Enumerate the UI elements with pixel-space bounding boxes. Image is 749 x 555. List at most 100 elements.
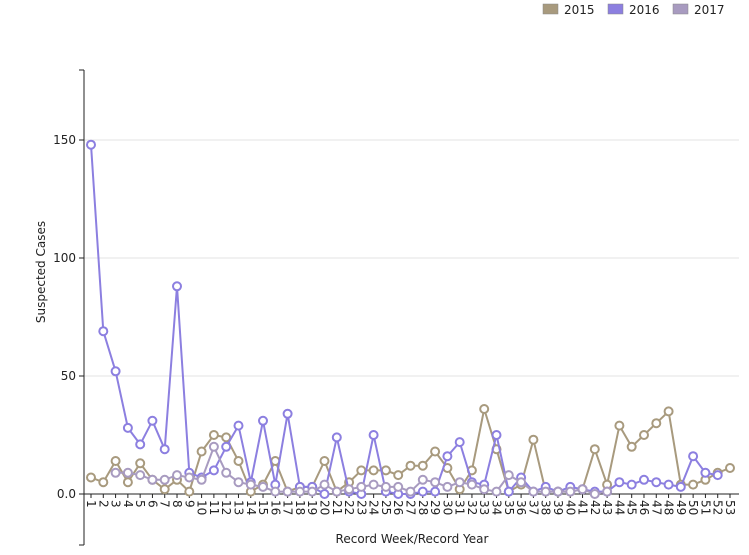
legend-swatch — [672, 3, 689, 15]
data-point — [430, 486, 441, 497]
data-point — [626, 479, 637, 490]
data-point — [368, 479, 379, 490]
data-point — [356, 465, 367, 476]
data-point — [147, 415, 158, 426]
x-tick-label: 12 — [219, 500, 233, 515]
data-point — [135, 439, 146, 450]
x-tick-label: 37 — [526, 500, 540, 515]
legend: 2015 2016 2017 — [542, 3, 725, 17]
data-point — [159, 474, 170, 485]
data-point — [122, 422, 133, 433]
x-tick-label: 43 — [600, 500, 614, 515]
x-tick-label: 53 — [723, 500, 737, 515]
x-tick-label: 39 — [551, 500, 565, 515]
data-point — [479, 404, 490, 414]
data-point — [233, 477, 244, 488]
data-point — [196, 474, 207, 485]
data-point — [86, 472, 96, 483]
x-tick-label: 20 — [317, 500, 331, 515]
data-point — [98, 326, 109, 337]
data-point — [319, 489, 330, 499]
gridlines — [84, 139, 739, 377]
data-point — [196, 446, 207, 457]
x-tick-label: 23 — [354, 500, 368, 515]
data-point — [331, 432, 342, 443]
x-tick-label: 38 — [539, 500, 553, 515]
x-tick-label: 2 — [96, 500, 110, 508]
x-tick-label: 27 — [404, 500, 418, 515]
data-point — [725, 463, 735, 473]
x-tick-label: 50 — [686, 500, 700, 515]
x-tick-label: 13 — [231, 500, 245, 515]
data-point — [221, 441, 232, 452]
data-point — [221, 467, 232, 478]
x-tick-label: 26 — [391, 500, 405, 515]
data-point — [430, 477, 441, 488]
x-tick-label: 40 — [563, 500, 577, 515]
data-point — [282, 408, 293, 419]
data-point — [430, 446, 441, 457]
data-point — [528, 434, 539, 445]
data-point — [86, 139, 96, 150]
y-tick-label: 100 — [53, 251, 76, 265]
data-point — [454, 437, 465, 448]
data-point — [135, 458, 146, 469]
x-tick-label: 11 — [207, 500, 221, 515]
data-point — [344, 484, 355, 495]
x-tick-label: 14 — [244, 500, 258, 515]
y-tick-label: 0.0 — [57, 487, 76, 501]
x-tick-label: 22 — [342, 500, 356, 515]
x-tick-label: 1 — [84, 500, 98, 508]
x-tick-label: 45 — [625, 500, 639, 515]
data-point — [651, 418, 662, 429]
data-point — [565, 486, 576, 497]
data-point — [503, 470, 514, 481]
data-point — [98, 477, 109, 488]
legend-label: 2017 — [694, 3, 725, 17]
x-tick-label: 18 — [293, 500, 307, 515]
data-point — [405, 460, 416, 471]
data-point — [688, 451, 699, 462]
data-point — [110, 366, 121, 377]
x-tick-label: 6 — [145, 500, 159, 508]
data-point — [491, 486, 502, 497]
data-point — [110, 467, 121, 478]
x-tick-label: 17 — [281, 500, 295, 515]
data-point — [159, 444, 170, 455]
x-tick-label: 52 — [711, 500, 725, 515]
data-point — [503, 486, 514, 497]
legend-label: 2015 — [564, 3, 595, 17]
x-tick-label: 15 — [256, 500, 270, 515]
data-point — [380, 481, 391, 492]
data-point — [491, 430, 502, 440]
data-point — [393, 470, 404, 481]
data-point — [221, 432, 232, 443]
data-point — [528, 486, 539, 497]
x-tick-label: 24 — [367, 500, 381, 515]
data-point — [122, 467, 133, 478]
x-ticks: 1234567891011121314151617181920212223242… — [84, 494, 737, 515]
x-tick-label: 19 — [305, 500, 319, 515]
legend-swatch — [542, 3, 559, 15]
data-point — [405, 486, 416, 497]
data-point — [270, 486, 281, 497]
data-point — [233, 420, 244, 431]
data-point — [135, 470, 146, 481]
y-ticks: 0.0 50 100 150 — [53, 133, 84, 501]
data-point — [258, 415, 268, 426]
data-point — [184, 472, 195, 483]
data-point — [442, 451, 453, 462]
x-tick-label: 49 — [674, 500, 688, 515]
data-point — [577, 484, 588, 495]
x-tick-label: 30 — [440, 500, 454, 515]
data-point — [639, 474, 649, 485]
data-point — [245, 479, 256, 490]
data-point — [319, 479, 330, 490]
x-tick-label: 5 — [133, 500, 147, 508]
x-tick-label: 32 — [465, 500, 479, 515]
x-tick-label: 46 — [637, 500, 651, 515]
data-point — [172, 281, 182, 292]
data-point — [454, 477, 465, 488]
